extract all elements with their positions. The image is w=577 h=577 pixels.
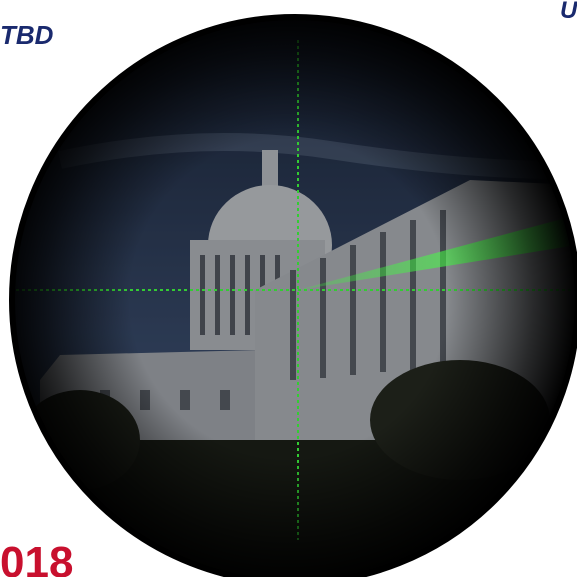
label-top-left: TBD (0, 20, 54, 50)
label-bottom-left: 018 (0, 538, 73, 577)
label-top-right: U (560, 0, 577, 24)
page: TBD U 018 (( (0, 0, 577, 577)
scope-image: TBD U 018 (0, 0, 577, 577)
